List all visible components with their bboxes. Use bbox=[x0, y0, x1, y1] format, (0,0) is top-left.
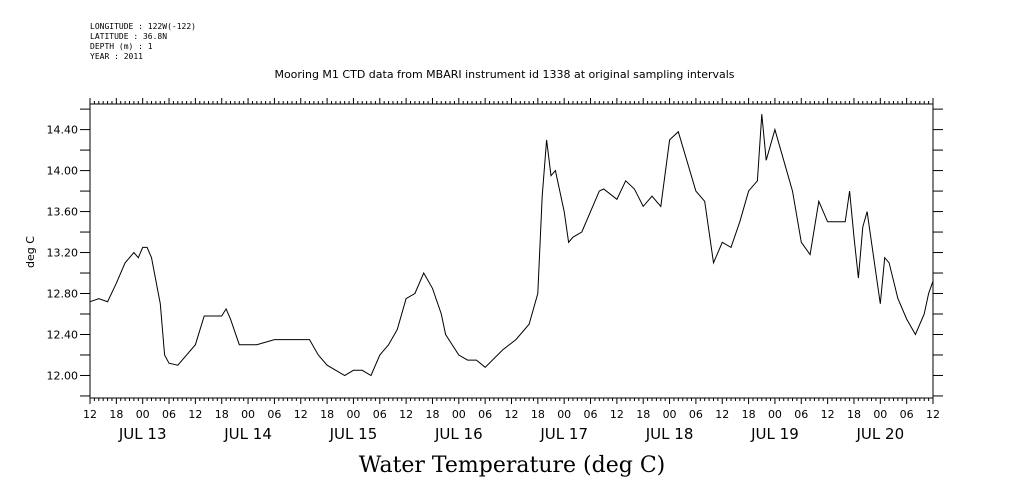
y-tick-label: 13.60 bbox=[47, 206, 79, 219]
x-tick-label: 06 bbox=[794, 408, 808, 421]
plot-frame bbox=[89, 103, 934, 399]
x-tick-label: 18 bbox=[847, 408, 861, 421]
x-tick-label: 00 bbox=[136, 408, 150, 421]
date-label: JUL 16 bbox=[434, 425, 483, 443]
y-tick-label: 12.00 bbox=[47, 369, 79, 382]
x-tick-label: 12 bbox=[294, 408, 308, 421]
year-line: YEAR : 2011 bbox=[90, 52, 143, 61]
dataset-metadata: LONGITUDE : 122W(-122) LATITUDE : 36.8N … bbox=[90, 22, 196, 62]
date-label: JUL 18 bbox=[645, 425, 694, 443]
longitude-line: LONGITUDE : 122W(-122) bbox=[90, 22, 196, 31]
x-tick-label: 00 bbox=[768, 408, 782, 421]
date-label: JUL 20 bbox=[856, 425, 905, 443]
date-label: JUL 17 bbox=[539, 425, 588, 443]
x-tick-label: 18 bbox=[636, 408, 650, 421]
x-tick-label: 12 bbox=[715, 408, 729, 421]
x-tick-label: 06 bbox=[689, 408, 703, 421]
x-tick-label: 18 bbox=[425, 408, 439, 421]
x-tick-label: 00 bbox=[663, 408, 677, 421]
y-tick-label: 12.80 bbox=[47, 288, 79, 301]
x-tick-labels: 12 18 00 06 12 18 00 06 12 18 00 06 12 18 00 06 12 18 00 06… bbox=[83, 408, 940, 421]
figure-caption: Water Temperature (deg C) bbox=[358, 453, 666, 478]
depth-line: DEPTH (m) : 1 bbox=[90, 42, 153, 51]
y-tick-labels: 12.00 12.40 12.80 13.20 13.60 14.00 14.40 bbox=[47, 124, 79, 383]
x-tick-label: 12 bbox=[821, 408, 835, 421]
x-tick-label: 12 bbox=[188, 408, 202, 421]
date-labels: JUL 13 JUL 14 JUL 15 JUL 16 JUL 17 JUL 18 JUL … bbox=[118, 425, 904, 443]
x-tick-label: 18 bbox=[320, 408, 334, 421]
y-tick-label: 13.20 bbox=[47, 247, 79, 260]
x-tick-label: 00 bbox=[557, 408, 571, 421]
x-tick-label: 06 bbox=[478, 408, 492, 421]
y-axis-label: deg C bbox=[24, 236, 37, 268]
x-tick-label: 12 bbox=[83, 408, 97, 421]
x-tick-label: 00 bbox=[873, 408, 887, 421]
y-tick-label: 14.00 bbox=[47, 165, 79, 178]
x-tick-label: 06 bbox=[162, 408, 176, 421]
y-tick-label: 14.40 bbox=[47, 124, 79, 137]
date-label: JUL 19 bbox=[750, 425, 799, 443]
chart-title: Mooring M1 CTD data from MBARI instrumen… bbox=[274, 68, 735, 81]
x-tick-label: 18 bbox=[531, 408, 545, 421]
x-tick-label: 06 bbox=[373, 408, 387, 421]
x-tick-label: 06 bbox=[267, 408, 281, 421]
date-label: JUL 15 bbox=[329, 425, 378, 443]
x-tick-label: 18 bbox=[742, 408, 756, 421]
x-tick-label: 12 bbox=[399, 408, 413, 421]
x-tick-label: 06 bbox=[584, 408, 598, 421]
x-tick-label: 00 bbox=[452, 408, 466, 421]
x-tick-label: 18 bbox=[215, 408, 229, 421]
x-tick-label: 12 bbox=[505, 408, 519, 421]
temperature-line bbox=[89, 114, 934, 377]
date-label: JUL 13 bbox=[118, 425, 167, 443]
x-tick-label: 18 bbox=[109, 408, 123, 421]
x-tick-label: 00 bbox=[346, 408, 360, 421]
axis-ticks bbox=[80, 98, 943, 404]
x-tick-label: 12 bbox=[926, 408, 940, 421]
date-label: JUL 14 bbox=[223, 425, 272, 443]
x-tick-label: 06 bbox=[900, 408, 914, 421]
latitude-line: LATITUDE : 36.8N bbox=[90, 32, 168, 41]
x-tick-label: 12 bbox=[610, 408, 624, 421]
y-tick-label: 12.40 bbox=[47, 328, 79, 341]
x-tick-label: 00 bbox=[241, 408, 255, 421]
